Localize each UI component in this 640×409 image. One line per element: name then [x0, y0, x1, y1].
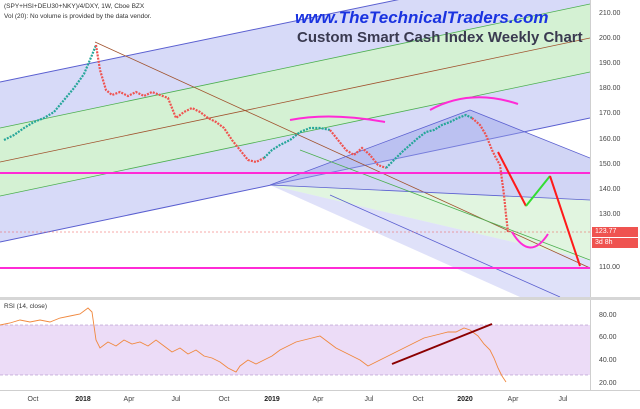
time-tick: Jul — [558, 396, 568, 403]
price-chart-pane[interactable]: (SPY+HSI+DEU30+NKY)/4/DXY, 1W, Cboe BZX … — [0, 0, 590, 297]
rsi-tick: 80.00 — [599, 312, 617, 319]
price-tick: 130.00 — [599, 211, 621, 218]
rsi-tick: 20.00 — [599, 380, 617, 387]
site-watermark: www.TheTechnicalTraders.com — [295, 8, 549, 27]
price-tick: 200.00 — [599, 35, 621, 42]
time-axis[interactable]: Oct 2018 Apr Jul Oct 2019 Apr Jul Oct 20… — [0, 390, 640, 409]
time-tick: Oct — [218, 396, 230, 403]
last-price-badge: 123.77 — [592, 227, 638, 237]
price-axis[interactable]: 210.00 200.00 190.00 180.00 170.00 160.0… — [590, 0, 640, 297]
bar-countdown-badge: 3d 8h — [592, 238, 638, 248]
price-tick: 140.00 — [599, 186, 621, 193]
time-tick: Apr — [123, 396, 135, 403]
pane-separator[interactable] — [0, 297, 640, 300]
time-tick: 2018 — [75, 396, 91, 403]
time-tick: Apr — [507, 396, 519, 403]
price-tick: 180.00 — [599, 85, 621, 92]
volume-legend: Vol (20): No volume is provided by the d… — [4, 13, 152, 20]
price-tick: 160.00 — [599, 136, 621, 143]
time-tick: Oct — [27, 396, 39, 403]
price-tick: 190.00 — [599, 60, 621, 67]
price-tick: 210.00 — [599, 10, 621, 17]
price-tick: 170.00 — [599, 110, 621, 117]
time-tick: Oct — [412, 396, 424, 403]
time-tick: Jul — [364, 396, 374, 403]
rsi-pane[interactable]: RSI (14, close) — [0, 300, 590, 390]
time-tick: Jul — [171, 396, 181, 403]
time-tick: 2019 — [264, 396, 280, 403]
price-chart-canvas[interactable] — [0, 0, 590, 297]
price-tick: 150.00 — [599, 161, 621, 168]
rsi-tick: 40.00 — [599, 357, 617, 364]
price-tick: 110.00 — [599, 264, 620, 271]
rsi-axis[interactable]: 80.00 60.00 40.00 20.00 — [590, 300, 640, 390]
chart-title: Custom Smart Cash Index Weekly Chart — [297, 29, 583, 46]
time-tick: Apr — [312, 396, 324, 403]
rsi-tick: 60.00 — [599, 334, 617, 341]
time-tick: 2020 — [457, 396, 473, 403]
symbol-legend[interactable]: (SPY+HSI+DEU30+NKY)/4/DXY, 1W, Cboe BZX — [4, 3, 145, 10]
rsi-legend[interactable]: RSI (14, close) — [4, 303, 47, 310]
rsi-canvas[interactable] — [0, 300, 590, 390]
